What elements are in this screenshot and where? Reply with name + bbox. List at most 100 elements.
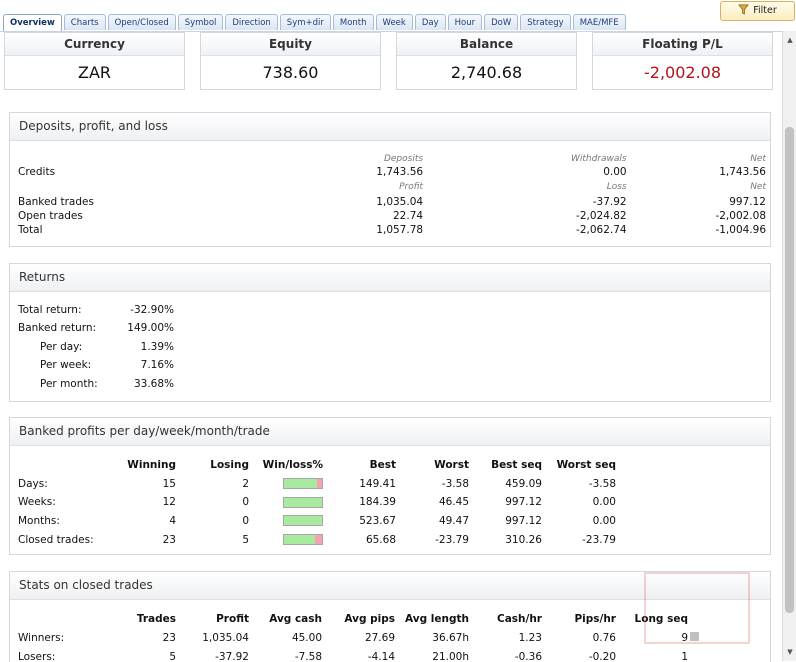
credits-net: 1,743.56 <box>719 165 766 178</box>
table-cell: 459.09 <box>505 477 542 490</box>
credits-withdrawals: 0.00 <box>603 165 627 178</box>
col-header-loss: Loss <box>606 182 627 192</box>
table-cell: 0 <box>242 514 249 527</box>
table-cell: -23.79 <box>435 533 469 546</box>
row-label: Closed trades: <box>18 533 94 546</box>
col-header-deposits: Deposits <box>383 154 424 164</box>
row-label: Per week: <box>40 359 92 371</box>
table-cell: 149.00% <box>127 322 174 334</box>
row-label: Winners: <box>18 631 65 644</box>
row-label: Total <box>18 224 43 236</box>
col-header: Pips/hr <box>574 613 616 625</box>
table-cell: -0.36 <box>514 650 542 662</box>
table-cell: 27.69 <box>364 631 395 644</box>
col-header: Best <box>369 459 396 471</box>
table-cell: 0.00 <box>592 496 616 508</box>
table-row: Closed trades: 23 5 65.68 -23.79 310.26 … <box>18 530 616 549</box>
table-cell: 1.23 <box>518 631 542 644</box>
equity-card: Equity 738.60 <box>200 32 381 90</box>
table-cell: -1,004.96 <box>715 224 766 236</box>
win-loss-fill <box>284 497 322 507</box>
table-cell: -2,002.08 <box>715 210 766 222</box>
table-cell: 2 <box>242 477 249 490</box>
tab-sym-dir[interactable]: Sym+dir <box>279 14 331 30</box>
row-label: Per month: <box>40 377 98 390</box>
table-cell: 5 <box>169 650 176 662</box>
table-row: Months: 4 0 523.67 49.47 997.12 0.00 <box>18 511 616 530</box>
table-cell: 45.00 <box>291 631 322 644</box>
vertical-scrollbar[interactable]: ▲ ▼ <box>782 31 796 661</box>
table-cell: -3.58 <box>441 477 469 490</box>
table-cell: -37.92 <box>592 196 627 208</box>
equity-value: 738.60 <box>262 63 319 82</box>
tab-open-closed[interactable]: Open/Closed <box>107 14 176 30</box>
scrollbar-thumb[interactable] <box>785 127 794 613</box>
table-cell: 997.12 <box>505 496 542 508</box>
win-loss-fill <box>284 479 318 488</box>
scroll-down-arrow-icon[interactable]: ▼ <box>787 648 793 656</box>
table-cell: 1,035.04 <box>376 196 424 208</box>
table-cell: -3.58 <box>588 477 616 490</box>
table-row: Weeks: 12 0 184.39 46.45 997.12 0.00 <box>18 493 616 511</box>
table-cell: 1,035.04 <box>202 631 249 644</box>
currency-label: Currency <box>5 33 184 56</box>
tab-week[interactable]: Week <box>375 14 413 30</box>
col-header: Worst seq <box>556 459 616 471</box>
banked-title: Banked profits per day/week/month/trade <box>10 418 770 446</box>
row-label: Total return: <box>18 303 82 316</box>
table-cell: 1,057.78 <box>376 224 424 236</box>
tab-mae-mfe[interactable]: MAE/MFE <box>572 14 626 30</box>
tab-day[interactable]: Day <box>414 14 446 30</box>
floating-pl-value: -2,002.08 <box>643 63 722 82</box>
table-cell: -37.92 <box>215 650 249 662</box>
balance-label: Balance <box>397 33 576 56</box>
table-cell: 9 <box>681 631 688 644</box>
row-label: Credits <box>18 165 56 178</box>
win-loss-bar <box>283 478 323 489</box>
row-label: Banked trades <box>18 196 94 208</box>
table-cell: 49.47 <box>438 514 469 527</box>
banked-panel: Banked profits per day/week/month/trade … <box>9 417 771 555</box>
col-header-profit: Profit <box>399 182 424 192</box>
table-cell: 523.67 <box>359 514 396 527</box>
col-header: Avg cash <box>269 613 322 625</box>
win-loss-fill <box>284 535 316 544</box>
col-header: Avg pips <box>344 613 395 625</box>
table-cell: 997.12 <box>505 514 542 527</box>
table-cell: 65.68 <box>365 533 396 546</box>
table-row: Winners: 23 1,035.04 45.00 27.69 36.67h … <box>18 628 688 647</box>
tab-overview[interactable]: Overview <box>3 14 62 31</box>
col-header: Cash/hr <box>496 613 542 625</box>
col-header: Avg length <box>405 613 469 625</box>
table-cell: 0 <box>242 496 249 508</box>
table-cell: -2,062.74 <box>576 224 627 236</box>
tab-charts[interactable]: Charts <box>63 14 106 30</box>
banked-table: Winning Losing Win/loss% Best Worst Best… <box>18 456 616 549</box>
stats-title: Stats on closed trades <box>10 572 770 600</box>
col-header: Long seq <box>634 613 688 625</box>
balance-value: 2,740.68 <box>450 63 523 82</box>
credits-deposits: 1,743.56 <box>376 165 424 178</box>
scroll-up-arrow-icon[interactable]: ▲ <box>787 36 793 44</box>
floating-pl-label: Floating P/L <box>593 33 772 56</box>
row-label: Days: <box>18 477 48 490</box>
table-cell: 7.16% <box>140 359 174 371</box>
table-cell: 23 <box>162 631 176 644</box>
stats-panel: Stats on closed trades Trades Profit Avg… <box>9 571 771 662</box>
col-header: Best seq <box>491 459 542 471</box>
win-loss-fill <box>284 516 322 525</box>
table-cell: 0.00 <box>592 514 616 527</box>
tab-dow[interactable]: DoW <box>484 14 519 30</box>
tab-strategy[interactable]: Strategy <box>520 14 571 30</box>
filter-button[interactable]: Filter <box>720 1 795 21</box>
returns-panel: Returns Total return: -32.90% Banked retu… <box>9 263 771 402</box>
win-loss-bar <box>283 515 323 526</box>
tab-month[interactable]: Month <box>332 14 374 30</box>
stats-table: Trades Profit Avg cash Avg pips Avg leng… <box>18 610 688 662</box>
table-cell: 33.68% <box>133 377 174 390</box>
returns-table: Total return: -32.90% Banked return: 149.0… <box>18 300 174 393</box>
tab-hour[interactable]: Hour <box>447 14 483 30</box>
tab-direction[interactable]: Direction <box>225 14 278 30</box>
table-cell: 1 <box>681 650 688 662</box>
tab-symbol[interactable]: Symbol <box>177 14 224 30</box>
